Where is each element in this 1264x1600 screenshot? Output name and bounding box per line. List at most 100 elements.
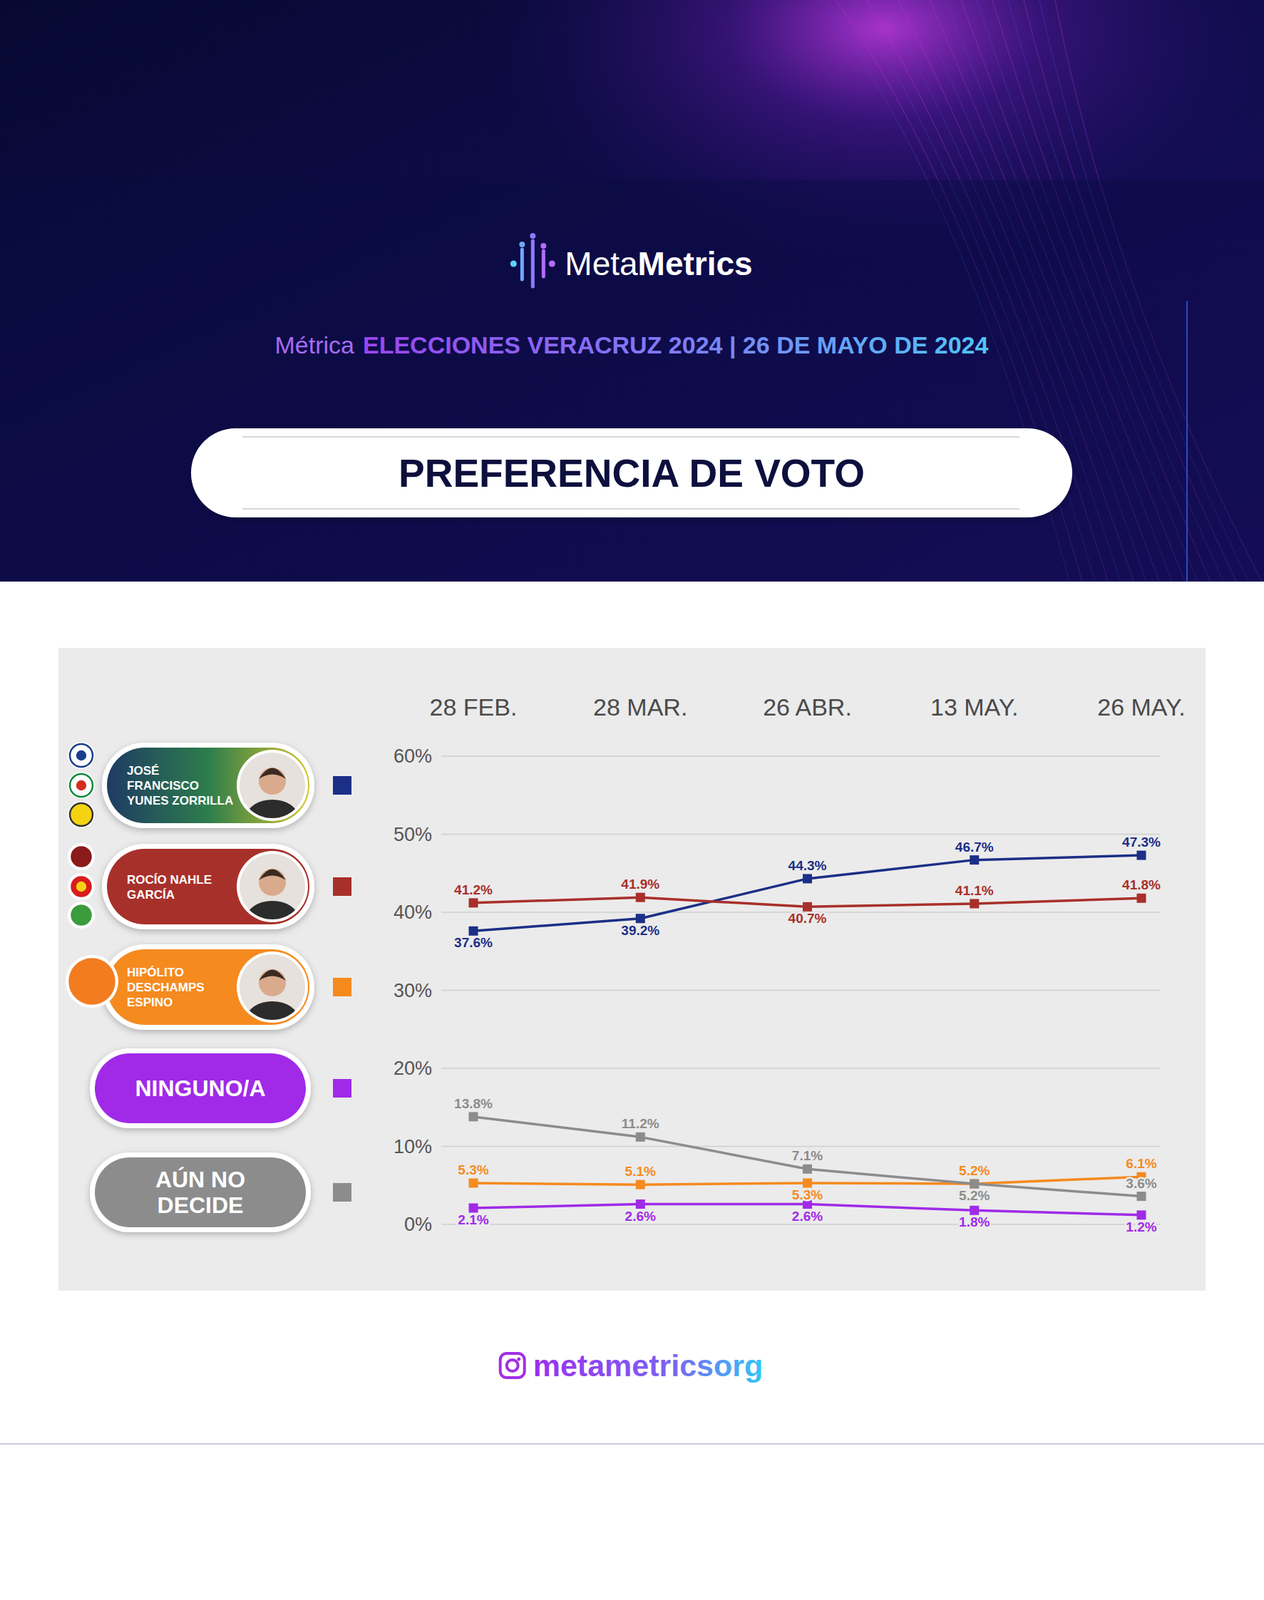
party-logo-inner [76, 780, 87, 791]
party-logo-ring [67, 801, 95, 829]
series-marker [469, 1178, 479, 1188]
legend-label-line: JOSÉ [126, 764, 159, 778]
subtitle: ELECCIONES VERACRUZ 2024 | 26 DE MAYO DE… [362, 331, 989, 359]
title-rule [242, 436, 1020, 438]
series-line [473, 1117, 1142, 1197]
party-logo-ring [67, 901, 95, 929]
series-marker [1137, 851, 1147, 861]
logo: MetaMetrics [510, 233, 753, 287]
series-marker [635, 1199, 646, 1210]
data-label: 7.1% [792, 1148, 823, 1164]
party-logo-inner [76, 750, 87, 761]
logo-dot [510, 260, 517, 268]
party-logo [69, 803, 93, 827]
series-marker [635, 1132, 646, 1143]
series-marker [1137, 893, 1147, 904]
page: MetaMetricsMétricaELECCIONES VERACRUZ 20… [0, 0, 1264, 1600]
data-label: 5.3% [792, 1187, 823, 1203]
header-rule [1186, 300, 1188, 582]
party-logo [69, 903, 93, 927]
series-marker [635, 913, 646, 924]
data-label: 13.8% [454, 1096, 493, 1112]
party-logo-ring [67, 742, 95, 770]
chart-panel [58, 648, 1206, 1292]
legend-swatch [332, 1183, 352, 1202]
data-label: 2.1% [457, 1212, 489, 1228]
party-logo [67, 957, 117, 1006]
data-label: 3.6% [1125, 1176, 1157, 1192]
title-rule [242, 508, 1020, 510]
photo-hair [258, 970, 286, 982]
grid-line [441, 834, 1161, 836]
legend-label-line: NINGUNO/A [134, 1075, 266, 1102]
data-label: 44.3% [788, 858, 827, 874]
x-tick-label: 28 FEB. [429, 693, 518, 721]
series-marker [635, 893, 646, 903]
legend-pill-ring [89, 1152, 311, 1233]
logo-bold: Metrics [638, 245, 753, 283]
series-marker [802, 1164, 813, 1175]
logo-bar [531, 240, 535, 287]
data-label: 2.6% [792, 1209, 823, 1225]
data-label: 41.9% [620, 876, 660, 892]
legend-label-line: HIPÓLITO [126, 966, 184, 980]
series-marker [969, 1206, 979, 1216]
legend-label-line: DECIDE [157, 1192, 244, 1219]
series-marker [1137, 1210, 1147, 1220]
y-tick-label: 30% [393, 980, 433, 1002]
chart-title: PREFERENCIA DE VOTO [398, 451, 865, 496]
series-marker [1137, 1191, 1147, 1202]
data-label: 5.2% [958, 1188, 990, 1204]
y-tick-label: 0% [404, 1214, 433, 1236]
series-line [473, 855, 1142, 932]
series-marker [635, 1180, 646, 1190]
legend-label: NINGUNO/A [134, 1075, 266, 1102]
legend-label-line: YUNES ZORRILLA [126, 794, 234, 808]
y-tick-label: 60% [393, 745, 433, 768]
data-label: 1.8% [958, 1214, 990, 1230]
series-marker [969, 1179, 979, 1190]
party-logo [69, 774, 93, 798]
data-label: 41.2% [454, 882, 493, 898]
photo-face [258, 969, 286, 997]
data-label: 11.2% [621, 1116, 660, 1132]
series-marker [469, 1204, 479, 1214]
series-marker [969, 1179, 979, 1190]
legend-label-line: ROCÍO NAHLE [126, 873, 212, 887]
data-label: 5.3% [457, 1162, 489, 1178]
party-logo-ring [67, 772, 95, 800]
photo-shoulders [246, 901, 298, 936]
legend-swatch [332, 877, 352, 897]
party-logo [69, 744, 93, 768]
data-label: 5.1% [625, 1164, 656, 1180]
grid-line [441, 1067, 1161, 1070]
photo-shoulders [246, 799, 298, 835]
photo-hair [258, 768, 286, 780]
party-logo-inner [76, 881, 87, 892]
photo [236, 749, 308, 835]
series-marker [969, 855, 979, 865]
x-tick-label: 28 MAR. [593, 693, 688, 721]
series-marker [469, 898, 479, 908]
legend-label-line: GARCÍA [126, 888, 175, 902]
photo [236, 951, 308, 1036]
instagram-icon [500, 1353, 525, 1379]
legend-swatch [332, 978, 352, 997]
series-marker [469, 926, 479, 937]
legend-label: JOSÉFRANCISCOYUNES ZORRILLA [126, 764, 234, 808]
legend-swatch [332, 1079, 352, 1098]
instagram-icon-lens [506, 1360, 519, 1372]
legend-label-line: DESCHAMPS [126, 980, 205, 995]
y-tick-label: 40% [393, 901, 433, 924]
data-label: 6.1% [1125, 1156, 1157, 1172]
logo-dot [540, 243, 547, 249]
legend-label-line: ESPINO [126, 995, 173, 1010]
photo-face [258, 869, 286, 897]
data-label: 40.7% [788, 911, 827, 927]
series-marker [969, 898, 979, 909]
y-tick-label: 10% [393, 1136, 433, 1158]
legend-label: AÚN NODECIDE [155, 1167, 246, 1219]
y-tick-label: 50% [393, 824, 433, 846]
legend-pill-ring [89, 1048, 311, 1129]
logo-dot [548, 260, 556, 268]
